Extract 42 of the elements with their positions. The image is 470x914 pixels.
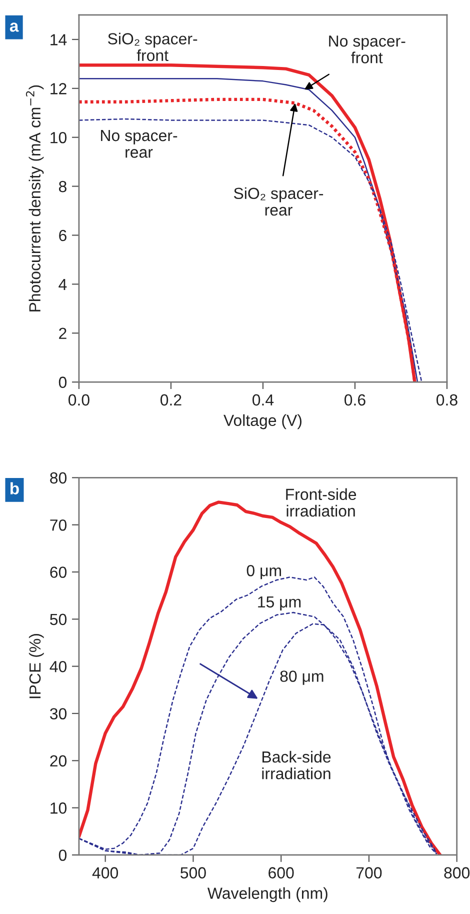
x-tick-label: 0.2	[160, 394, 182, 406]
chart-title: b	[10, 482, 19, 494]
y-tick-label: 6	[59, 230, 66, 242]
x-tick-label: 0.6	[344, 394, 366, 406]
annotation: No spacer- front	[329, 36, 406, 64]
x-tick-label: 0.8	[436, 394, 458, 406]
x-tick-label: 500	[180, 867, 206, 878]
y-tick-label: 30	[50, 708, 67, 720]
y-tick-label: 20	[50, 755, 67, 767]
x-tick-label: 600	[268, 867, 294, 878]
y-tick-label: 70	[50, 519, 67, 531]
annotation: SiO₂ spacer- rear	[234, 187, 324, 216]
annotation: 80 μm	[280, 670, 324, 685]
x-axis-title: Voltage (V)	[224, 414, 302, 430]
annotation: Back-side irradiation	[262, 750, 331, 780]
y-tick-label: 10	[50, 132, 67, 144]
x-axis-title: Wavelength (nm)	[207, 887, 328, 902]
y-tick-label: 50	[50, 614, 67, 626]
y-tick-label: 40	[50, 660, 67, 672]
y-tick-label: 2	[59, 328, 66, 339]
x-tick-label: 0.4	[252, 394, 274, 406]
y-tick-label: 4	[58, 278, 67, 290]
y-tick-label: 8	[58, 180, 66, 192]
annotation: 0 μm	[246, 564, 281, 580]
annotation: SiO₂ spacer- front	[108, 32, 198, 62]
annotation: 15 μm	[258, 596, 301, 610]
x-tick-label: 0.0	[68, 394, 90, 406]
y-tick-label: 12	[50, 83, 66, 94]
y-axis-title: IPCE (%)	[28, 634, 44, 698]
x-tick-label: 800	[444, 867, 470, 878]
y-axis-title: Photocurrent density (mA cm$^{−2}$)	[26, 85, 44, 312]
y-tick-label: 0	[58, 850, 67, 861]
y-tick-label: 60	[50, 566, 67, 578]
chart-title: a	[10, 22, 19, 32]
y-tick-label: 80	[50, 472, 67, 484]
y-tick-label: 14	[50, 34, 67, 46]
x-tick-label: 400	[92, 867, 118, 878]
y-tick-label: 10	[50, 802, 67, 814]
y-tick-label: 0	[58, 376, 67, 388]
x-tick-label: 700	[356, 867, 382, 878]
annotation: Front-side irradiation	[286, 488, 356, 517]
annotation: No spacer- rear	[101, 130, 178, 158]
